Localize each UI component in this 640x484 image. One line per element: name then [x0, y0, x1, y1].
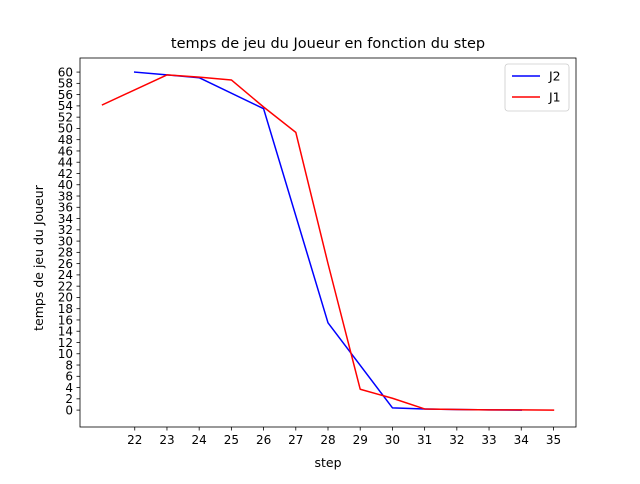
- y-tick-label: 26: [58, 257, 73, 271]
- y-tick-label: 60: [58, 65, 73, 79]
- x-axis-label: step: [314, 455, 341, 470]
- y-axis-label: temps de jeu du Joueur: [31, 184, 46, 331]
- y-tick-label: 4: [65, 381, 73, 395]
- y-tick-label: 30: [58, 234, 73, 248]
- y-tick-label: 44: [58, 156, 73, 170]
- y-tick-label: 12: [58, 336, 73, 350]
- y-tick-label: 48: [58, 133, 73, 147]
- y-tick-label: 40: [58, 178, 73, 192]
- plot-area: 22 23 24 25 26 27 28 29 30 31 32 33 34 35024681012141…: [58, 57, 577, 447]
- y-tick-label: 46: [58, 144, 73, 158]
- y-tick-label: 0: [65, 403, 73, 417]
- y-tick-label: 54: [58, 99, 73, 113]
- y-tick-label: 42: [58, 167, 73, 181]
- y-tick-label: 6: [65, 370, 73, 384]
- x-tick-label: 27: [288, 433, 303, 447]
- y-tick-label: 38: [58, 189, 73, 203]
- x-tick-label: 34: [514, 433, 529, 447]
- y-tick-label: 34: [58, 212, 73, 226]
- x-tick-label: 28: [320, 433, 335, 447]
- y-tick-label: 18: [58, 302, 73, 316]
- y-tick-label: 10: [58, 347, 73, 361]
- x-tick-label: 29: [353, 433, 368, 447]
- chart-title: temps de jeu du Joueur en fonction du st…: [171, 36, 485, 52]
- y-tick-label: 28: [58, 246, 73, 260]
- x-tick-label: 25: [224, 433, 239, 447]
- x-tick-label: 22: [127, 433, 142, 447]
- y-tick-label: 56: [58, 88, 73, 102]
- x-tick-label: 23: [159, 433, 174, 447]
- y-tick-label: 24: [58, 268, 73, 282]
- x-tick-label: 30: [385, 433, 400, 447]
- y-tick-label: 52: [58, 110, 73, 124]
- series-line-j1: [101, 74, 555, 411]
- y-tick-label: 58: [58, 77, 73, 91]
- y-tick-label: 20: [58, 291, 73, 305]
- y-tick-label: 36: [58, 201, 73, 215]
- x-tick-label: 24: [192, 433, 207, 447]
- x-tick-label: 33: [481, 433, 496, 447]
- x-tick-label: 35: [546, 433, 561, 447]
- y-tick-label: 2: [65, 392, 73, 406]
- legend-label-j2: J2: [548, 69, 561, 84]
- x-tick-label: 31: [417, 433, 432, 447]
- y-tick-label: 8: [65, 358, 73, 372]
- x-tick-label: 26: [256, 433, 271, 447]
- legend-label-j1: J1: [548, 90, 561, 105]
- y-tick-label: 16: [58, 313, 73, 327]
- y-tick-label: 14: [58, 325, 73, 339]
- y-tick-label: 50: [58, 122, 73, 136]
- y-tick-label: 22: [58, 279, 73, 293]
- x-tick-label: 32: [449, 433, 464, 447]
- y-tick-label: 32: [58, 223, 73, 237]
